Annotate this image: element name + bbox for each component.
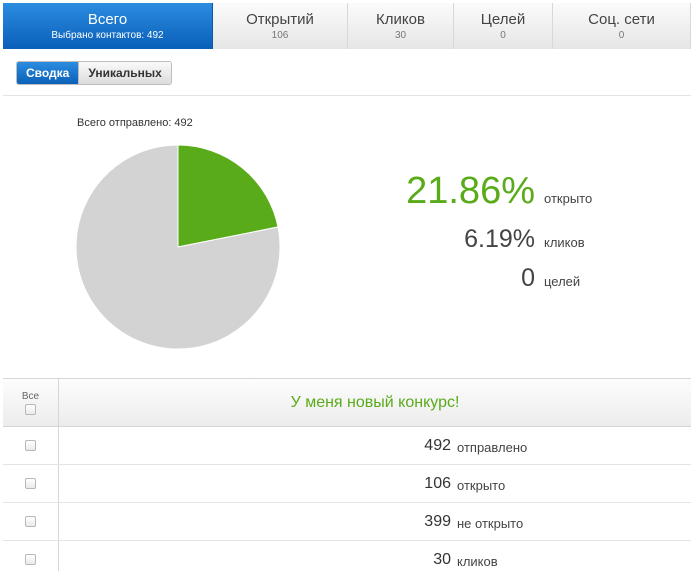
row-checkbox[interactable] [25,478,36,489]
row-value: 30 [433,550,451,568]
tab-goals-label: Целей [480,10,526,28]
tab-total-label: Всего [87,10,128,28]
pie-slice-opened [177,144,279,248]
pie-slice-rest [75,144,281,350]
row-label: открыто [457,477,506,493]
open-rate-value: 21.86% [406,170,535,212]
table-header: Все У меня новый конкурс! [3,379,691,427]
sent-total-label: Всего отправлено: 492 [77,117,193,129]
unique-button[interactable]: Уникальных [78,62,171,84]
tab-social-sub: 0 [618,29,625,41]
row-checkbox[interactable] [25,554,36,565]
row-label: не открыто [457,515,524,531]
row-label: отправлено [457,439,528,455]
select-all-checkbox[interactable] [25,403,36,415]
tab-social-label: Соц. сети [588,10,655,28]
tab-opens[interactable]: Открытий 106 [213,3,348,49]
click-rate-metric: 6.19% кликов [464,225,604,254]
campaign-title: У меня новый конкурс! [290,393,460,411]
click-rate-label: кликов [544,235,585,250]
tab-goals-sub: 0 [500,29,506,41]
goals-label: целей [544,274,581,289]
open-rate-pie-chart [75,144,281,350]
tab-clicks-sub: 30 [394,29,407,41]
table-row: 399 не открыто [3,503,691,541]
open-rate-label: открыто [544,191,593,206]
row-value: 492 [424,436,451,454]
view-toggle: Сводка Уникальных [16,61,172,85]
tab-social[interactable]: Соц. сети 0 [553,3,691,49]
row-checkbox[interactable] [25,516,36,527]
view-toggle-bar: Сводка Уникальных [3,52,691,96]
stats-tabs: Всего Выбрано контактов: 492 Открытий 10… [3,3,691,49]
row-checkbox[interactable] [25,440,36,451]
campaign-stats-table: Все У меня новый конкурс! 492 отправлено… [3,378,691,571]
goals-value: 0 [521,264,535,292]
row-label: кликов [457,553,498,569]
summary-button[interactable]: Сводка [17,62,79,84]
goals-metric: 0 целей [521,264,604,293]
row-value: 106 [424,474,451,492]
table-row: 492 отправлено [3,427,691,465]
tab-opens-sub: 106 [271,29,289,41]
open-rate-metric: 21.86% открыто [406,170,604,213]
tab-goals[interactable]: Целей 0 [454,3,553,49]
select-all-cell: Все [3,379,59,426]
select-all-label: Все [21,390,40,402]
tab-total-sub: Выбрано контактов: 492 [51,29,164,41]
tab-total[interactable]: Всего Выбрано контактов: 492 [3,3,213,49]
table-row: 30 кликов [3,541,691,571]
click-rate-value: 6.19% [464,225,535,253]
tab-clicks[interactable]: Кликов 30 [348,3,454,49]
table-row: 106 открыто [3,465,691,503]
tab-opens-label: Открытий [246,10,314,28]
row-value: 399 [424,512,451,530]
tab-clicks-label: Кликов [376,10,425,28]
